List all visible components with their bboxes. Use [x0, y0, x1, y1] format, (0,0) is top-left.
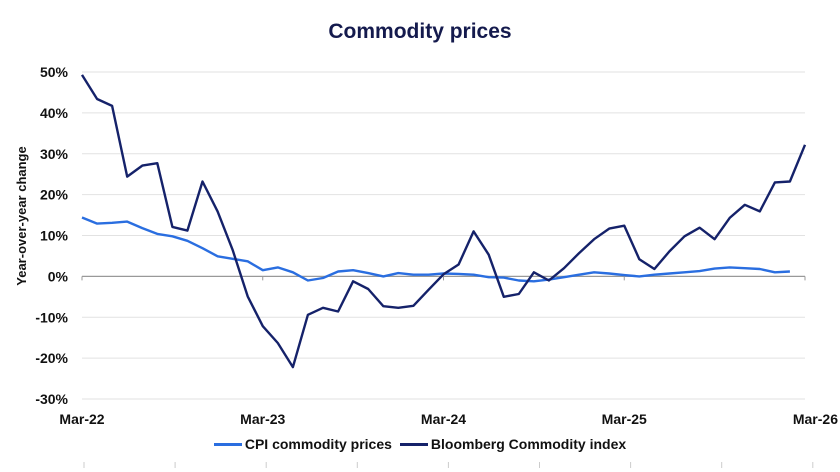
- chart-title: Commodity prices: [328, 20, 512, 43]
- legend-swatch-cpi: [213, 442, 242, 446]
- bottom-decorative-ticks: [83, 462, 814, 468]
- y-tick-label: 20%: [40, 187, 69, 203]
- y-tick-label: 50%: [40, 64, 69, 80]
- legend-item-cpi: CPI commodity prices: [213, 436, 392, 452]
- y-tick-label: 10%: [40, 228, 69, 244]
- y-tick-label: 0%: [48, 268, 69, 284]
- x-tick-label: Mar-23: [240, 411, 285, 427]
- y-tick-label: 40%: [40, 105, 69, 121]
- x-tick-label: Mar-22: [59, 411, 104, 427]
- legend-label: Bloomberg Commodity index: [430, 436, 627, 452]
- x-tick-label: Mar-25: [602, 411, 647, 427]
- y-tick-label: -20%: [35, 350, 68, 366]
- legend-label: CPI commodity prices: [244, 436, 392, 452]
- y-tick-label: 30%: [40, 146, 69, 162]
- series-lines: [80, 74, 807, 369]
- cpi-commodity-prices-line: [81, 216, 790, 283]
- legend: CPI commodity prices Bloomberg Commodity…: [0, 436, 840, 452]
- gridlines: [82, 71, 805, 400]
- bloomberg-commodity-index-line: [80, 74, 807, 369]
- x-axis-ticks: Mar-22 Mar-23 Mar-24 Mar-25 Mar-26: [59, 276, 838, 427]
- y-tick-label: -10%: [35, 309, 68, 325]
- y-tick-label: -30%: [35, 391, 68, 407]
- y-axis-label: Year-over-year change: [14, 146, 29, 285]
- x-tick-label: Mar-26: [793, 411, 838, 427]
- y-axis-ticks: 50% 40% 30% 20% 10% 0% -10% -20% -30%: [35, 64, 68, 407]
- legend-swatch-bloomberg: [399, 442, 428, 446]
- legend-item-bloomberg: Bloomberg Commodity index: [399, 436, 627, 452]
- x-tick-label: Mar-24: [421, 411, 466, 427]
